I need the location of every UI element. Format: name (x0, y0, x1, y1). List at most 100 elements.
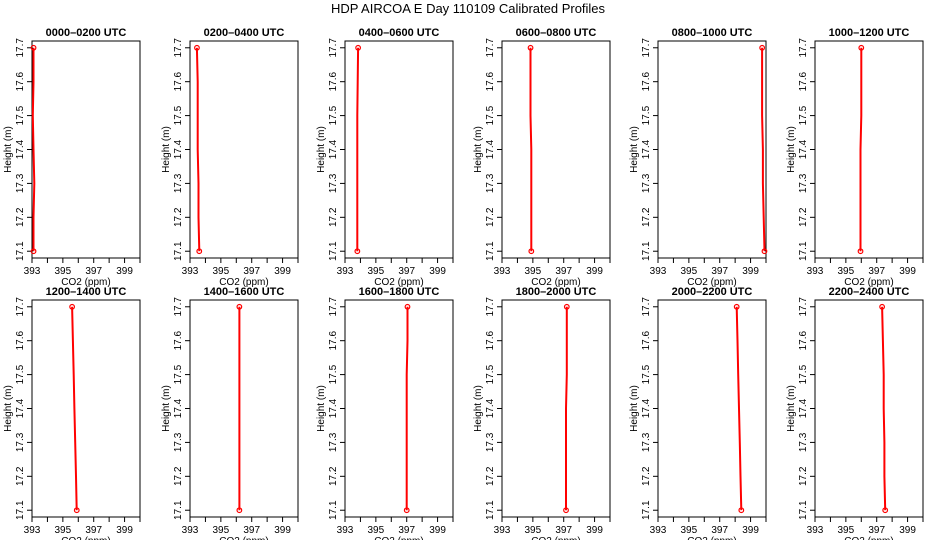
profile-panel: 1000–1200 UTC 393 395 397 399 17.1 17.2 17.3 17.… (786, 27, 924, 288)
profile-panel: 0600–0800 UTC 393 395 397 399 17.1 17.2 17.3 17.… (473, 27, 611, 288)
x-axis-label: CO2 (ppm) (687, 536, 736, 540)
y-tick-label: 17.1 (15, 241, 26, 261)
y-tick-label: 17.1 (173, 241, 184, 261)
profile-endpoint-marker (30, 248, 37, 255)
profile-panel: 1200–1400 UTC 393 395 397 399 17.1 17.2 17.3 17.… (3, 286, 141, 540)
panel-title: 1800–2000 UTC (516, 286, 597, 298)
y-axis-label: Height (m) (629, 126, 640, 173)
y-tick-label: 17.4 (641, 398, 652, 418)
profile-line (71, 306, 78, 511)
x-tick-label: 397 (868, 266, 885, 277)
profile-endpoint-marker (527, 44, 534, 51)
x-axis-label: CO2 (ppm) (687, 277, 736, 288)
y-tick-label: 17.4 (328, 398, 339, 418)
panel-title: 0200–0400 UTC (204, 27, 285, 39)
panel-title: 0800–1000 UTC (672, 27, 753, 39)
profile-panel: 0400–0600 UTC 393 395 397 399 17.1 17.2 17.3 17.… (316, 27, 454, 288)
profile-panel: 0000–0200 UTC 393 395 397 399 17.1 17.2 17.3 17.… (3, 27, 141, 288)
x-tick-label: 399 (429, 525, 446, 536)
profile-endpoint-marker (858, 44, 865, 51)
x-tick-label: 399 (274, 266, 291, 277)
y-tick-label: 17.7 (485, 38, 496, 58)
profile-endpoint-marker (30, 44, 37, 51)
y-tick-label: 17.4 (173, 398, 184, 418)
x-tick-label: 397 (868, 525, 885, 536)
x-tick-label: 393 (807, 266, 824, 277)
x-tick-label: 397 (398, 525, 415, 536)
y-tick-label: 17.3 (485, 173, 496, 193)
profile-line (859, 47, 863, 252)
x-tick-label: 397 (243, 525, 260, 536)
x-axis-label: CO2 (ppm) (61, 277, 110, 288)
x-tick-label: 399 (899, 525, 916, 536)
x-tick-label: 395 (213, 525, 230, 536)
y-tick-label: 17.1 (15, 500, 26, 520)
x-tick-label: 399 (116, 525, 133, 536)
profile-line (761, 47, 766, 252)
profile-endpoint-marker (194, 44, 200, 51)
x-tick-label: 395 (55, 266, 72, 277)
profile-endpoint-marker (403, 507, 410, 514)
panel-title: 2200–2400 UTC (829, 286, 910, 298)
y-tick-label: 17.6 (173, 72, 184, 92)
y-axis-label: Height (m) (786, 385, 797, 432)
x-tick-label: 393 (807, 525, 824, 536)
y-tick-label: 17.1 (328, 241, 339, 261)
profile-panel: 2200–2400 UTC 393 395 397 399 17.1 17.2 17.3 17.… (786, 286, 924, 540)
y-axis-label: Height (m) (316, 385, 327, 432)
y-tick-label: 17.5 (641, 364, 652, 384)
y-tick-label: 17.6 (641, 331, 652, 351)
y-tick-label: 17.4 (798, 398, 809, 418)
x-tick-label: 399 (899, 266, 916, 277)
y-axis-label: Height (m) (3, 126, 14, 173)
x-axis-label: CO2 (ppm) (61, 536, 110, 540)
x-tick-label: 399 (586, 266, 603, 277)
y-tick-label: 17.7 (328, 297, 339, 317)
y-tick-label: 17.6 (798, 331, 809, 351)
x-axis-label: CO2 (ppm) (374, 536, 423, 540)
y-tick-label: 17.4 (328, 139, 339, 159)
y-axis-label: Height (m) (629, 385, 640, 432)
y-tick-label: 17.3 (328, 173, 339, 193)
x-tick-label: 399 (742, 525, 759, 536)
y-tick-label: 17.4 (798, 139, 809, 159)
profile-endpoint-marker (882, 507, 889, 514)
profile-panel: 1400–1600 UTC 393 395 397 399 17.1 17.2 17.3 17.… (161, 286, 299, 540)
x-tick-label: 395 (838, 525, 855, 536)
y-tick-label: 17.6 (15, 72, 26, 92)
panel-frame (189, 299, 299, 518)
x-tick-label: 397 (85, 266, 102, 277)
x-tick-label: 395 (681, 525, 698, 536)
profile-line (195, 47, 201, 252)
y-tick-label: 17.6 (641, 72, 652, 92)
y-tick-label: 17.5 (173, 105, 184, 125)
y-tick-label: 17.3 (798, 173, 809, 193)
x-tick-label: 395 (55, 525, 72, 536)
x-axis-label: CO2 (ppm) (374, 277, 423, 288)
y-tick-label: 17.7 (641, 297, 652, 317)
profile-panel: 0800–1000 UTC 393 395 397 399 17.1 17.2 17.3 17.… (629, 27, 768, 288)
profile-endpoint-marker (528, 248, 535, 255)
y-tick-label: 17.1 (641, 500, 652, 520)
x-axis-label: CO2 (ppm) (844, 277, 893, 288)
profile-panel: 1800–2000 UTC 393 395 397 399 17.1 17.2 17.3 17.… (473, 286, 611, 540)
profile-endpoint-marker (738, 507, 745, 514)
y-tick-label: 17.3 (15, 432, 26, 452)
x-tick-label: 395 (525, 266, 542, 277)
y-axis-label: Height (m) (316, 126, 327, 173)
y-tick-label: 17.5 (641, 105, 652, 125)
profile-endpoint-marker (236, 303, 243, 310)
y-tick-label: 17.3 (328, 432, 339, 452)
panel-title: 1200–1400 UTC (46, 286, 127, 298)
y-tick-label: 17.7 (15, 297, 26, 317)
panel-title: 0400–0600 UTC (359, 27, 440, 39)
profile-endpoint-marker (563, 303, 570, 310)
y-tick-label: 17.2 (328, 466, 339, 486)
y-tick-label: 17.2 (328, 207, 339, 227)
y-tick-label: 17.2 (641, 207, 652, 227)
x-tick-label: 399 (116, 266, 133, 277)
y-tick-label: 17.1 (328, 500, 339, 520)
x-tick-label: 397 (243, 266, 260, 277)
profile-line (735, 306, 743, 511)
